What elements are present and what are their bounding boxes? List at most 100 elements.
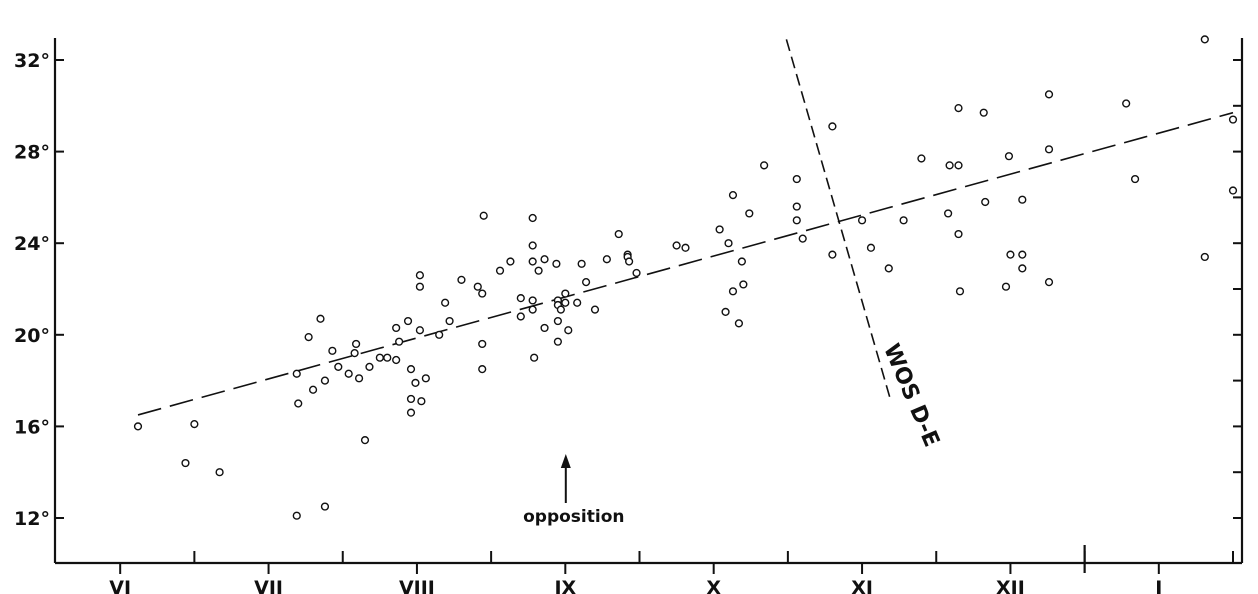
data-point: [944, 209, 953, 218]
data-point: [760, 161, 769, 170]
y-tick-label: 16°: [14, 416, 50, 438]
data-point: [395, 337, 404, 346]
data-point: [516, 312, 525, 321]
data-point: [979, 108, 988, 117]
data-point: [528, 305, 537, 314]
data-point: [190, 420, 199, 429]
data-point: [1018, 195, 1027, 204]
data-point: [415, 326, 425, 335]
data-point: [556, 305, 565, 314]
fit-lines: [137, 39, 1234, 416]
data-point: [528, 213, 537, 223]
data-point: [734, 319, 744, 328]
data-point: [540, 323, 549, 333]
data-point: [445, 316, 454, 326]
data-point: [292, 369, 301, 378]
data-point: [728, 191, 738, 200]
data-point: [403, 316, 413, 326]
data-point: [406, 408, 416, 417]
data-point: [406, 365, 416, 374]
data-point: [1044, 278, 1054, 287]
axes: [53, 38, 1244, 565]
data-point: [181, 458, 190, 468]
data-point: [1044, 145, 1054, 154]
data-point: [981, 197, 990, 207]
opposition-label: opposition: [523, 507, 624, 527]
data-point: [561, 298, 570, 307]
wos-label: WOS D-E: [878, 340, 944, 450]
data-point: [828, 250, 837, 259]
data-point: [739, 280, 748, 289]
data-point: [857, 216, 867, 225]
data-point: [530, 353, 539, 362]
data-point: [899, 216, 908, 225]
data-points: [133, 35, 1238, 520]
trend-line: [137, 111, 1234, 416]
data-point: [564, 326, 573, 335]
data-point: [553, 316, 562, 326]
data-point: [457, 275, 466, 284]
wos-cross-line: [785, 39, 892, 400]
data-point: [1004, 152, 1014, 161]
data-point: [1122, 99, 1131, 108]
data-point: [1006, 250, 1015, 259]
data-point: [441, 298, 450, 307]
data-point: [798, 234, 807, 243]
data-point: [352, 339, 361, 349]
data-point: [1200, 35, 1209, 44]
data-point: [954, 229, 963, 239]
data-point: [350, 349, 359, 358]
data-point: [866, 243, 876, 252]
data-point: [681, 243, 690, 252]
y-tick-label: 28°: [14, 142, 50, 164]
data-point: [1001, 282, 1011, 291]
data-point: [133, 422, 143, 431]
data-point: [828, 122, 837, 131]
data-point: [294, 399, 303, 408]
data-point: [724, 239, 733, 248]
data-point: [534, 266, 543, 275]
data-point: [516, 294, 525, 303]
data-point: [411, 378, 420, 387]
data-point: [316, 314, 325, 323]
data-point: [792, 202, 801, 211]
data-point: [1018, 264, 1027, 273]
data-point: [561, 289, 570, 298]
data-point: [552, 259, 561, 268]
data-point: [728, 287, 738, 296]
x-axis-ticks: VI VII VIII IX X XI XII I: [109, 545, 1234, 594]
data-point: [478, 289, 487, 298]
data-point: [406, 394, 416, 404]
y-tick-label: 32°: [14, 50, 50, 72]
data-point: [1018, 250, 1027, 259]
data-point: [421, 374, 430, 383]
data-point: [632, 268, 641, 278]
data-point: [672, 241, 681, 250]
data-point: [954, 161, 963, 170]
data-point: [1200, 252, 1209, 262]
y-tick-label: 20°: [14, 325, 50, 347]
data-point: [334, 362, 343, 371]
y-tick-label: 12°: [14, 508, 50, 530]
data-point: [354, 374, 364, 383]
data-point: [577, 259, 586, 268]
data-point: [792, 174, 801, 184]
data-point: [955, 287, 965, 296]
data-point: [478, 339, 487, 349]
y-axis-ticks: 12° 16° 20° 24° 28° 32°: [14, 50, 1242, 530]
data-point: [917, 154, 926, 163]
data-point: [392, 323, 401, 333]
data-point: [715, 225, 724, 234]
data-point: [581, 278, 591, 287]
data-point: [415, 282, 425, 291]
data-point: [308, 385, 318, 394]
data-point: [360, 436, 370, 445]
data-point: [328, 346, 337, 355]
opposition-arrow-head: [560, 454, 571, 468]
data-point: [495, 266, 505, 275]
data-point: [954, 103, 963, 113]
data-point: [540, 255, 549, 264]
data-point: [392, 355, 401, 365]
data-point: [745, 209, 754, 218]
